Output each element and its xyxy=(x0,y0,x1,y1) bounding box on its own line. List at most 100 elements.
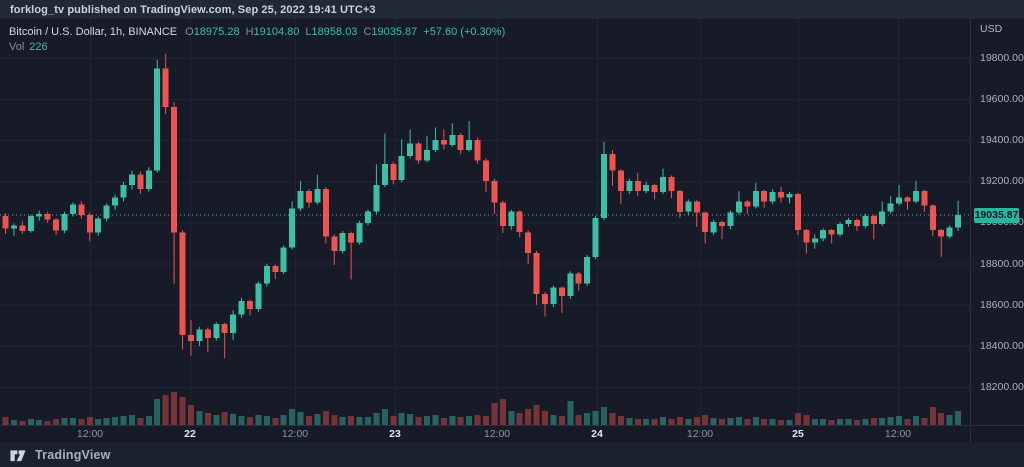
volume-bar xyxy=(145,416,152,425)
candle-body xyxy=(221,324,228,333)
volume-bar xyxy=(525,409,532,425)
candle-body xyxy=(196,329,203,342)
candle-body xyxy=(255,283,262,310)
volume-bar xyxy=(289,409,296,425)
last-price-tag: 19035.87 xyxy=(974,208,1019,224)
candle-body xyxy=(449,135,456,145)
volume-bar xyxy=(27,419,34,425)
candle-body xyxy=(634,180,641,192)
volume-bar xyxy=(204,413,211,425)
volume-bar xyxy=(179,397,186,425)
volume-bar xyxy=(221,412,228,425)
volume-bar xyxy=(735,417,742,425)
price-axis-label: 19800.00 xyxy=(980,52,1024,64)
volume-label: Vol xyxy=(9,41,25,53)
candle-body xyxy=(179,232,186,336)
candle-body xyxy=(887,203,894,212)
candle-body xyxy=(474,139,481,161)
volume-bar xyxy=(634,419,641,425)
volume-value: 226 xyxy=(29,41,48,53)
volume-bar xyxy=(676,417,683,425)
volume-bar xyxy=(921,418,928,425)
candlestick-plot[interactable] xyxy=(0,19,970,425)
volume-bar xyxy=(499,399,506,425)
candle-body xyxy=(27,216,34,231)
price-axis-label: 18600.00 xyxy=(980,298,1024,311)
volume-bar xyxy=(710,418,717,425)
volume-bar xyxy=(314,414,321,425)
candle-body xyxy=(247,300,253,310)
volume-bar xyxy=(272,418,279,425)
candle-body xyxy=(112,197,119,206)
price-change: +57.60 (+0.30%) xyxy=(423,26,506,38)
time-axis-label: 12:00 xyxy=(76,428,104,440)
candle-body xyxy=(322,189,329,237)
candle-body xyxy=(154,68,161,171)
candle-body xyxy=(828,230,835,235)
candle-body xyxy=(794,194,801,231)
candle-body xyxy=(719,222,725,227)
volume-bar xyxy=(786,420,793,425)
candle-body xyxy=(912,191,919,202)
volume-bar xyxy=(938,413,945,425)
ohlc-low: L18958.03 xyxy=(305,26,358,38)
candle-body xyxy=(862,215,869,227)
volume-bar xyxy=(247,417,253,425)
candle-body xyxy=(660,176,666,192)
volume-bar xyxy=(69,418,76,425)
candle-body xyxy=(145,170,152,190)
price-axis-label: 19200.00 xyxy=(980,175,1024,188)
volume-bar xyxy=(744,419,751,425)
candle-body xyxy=(2,216,9,229)
time-axis-label: 24 xyxy=(591,428,603,440)
volume-bar xyxy=(339,417,346,425)
candle-body xyxy=(365,211,371,223)
candle-body xyxy=(331,236,338,251)
candle-body xyxy=(533,252,540,294)
volume-bar xyxy=(424,416,430,425)
volume-bar xyxy=(230,414,237,425)
volume-bar xyxy=(95,419,102,425)
time-axis[interactable]: 12:00 22 12:00 23 12:00 24 12:00 25 12:00 xyxy=(0,425,970,443)
candle-body xyxy=(263,266,270,284)
volume-bar xyxy=(2,417,9,425)
volume-bar xyxy=(53,419,60,425)
candle-body xyxy=(424,150,430,161)
time-axis-label: 22 xyxy=(184,428,196,440)
volume-bar xyxy=(542,411,548,425)
symbol-title[interactable]: Bitcoin / U.S. Dollar, 1h, BINANCE xyxy=(9,26,178,38)
candle-body xyxy=(938,230,945,237)
candle-body xyxy=(61,214,68,231)
candle-body xyxy=(348,233,355,243)
volume-bar xyxy=(626,418,633,425)
price-axis-label: 19600.00 xyxy=(980,93,1024,106)
volume-bar xyxy=(870,418,877,425)
candle-body xyxy=(230,314,237,333)
volume-bar xyxy=(86,417,93,425)
candle-body xyxy=(491,180,498,203)
volume-bar xyxy=(238,416,245,425)
tradingview-brand-text[interactable]: TradingView xyxy=(35,448,111,462)
volume-bar xyxy=(196,411,203,425)
candle-body xyxy=(314,189,321,203)
volume-bar xyxy=(609,413,616,425)
volume-bar xyxy=(693,417,700,425)
candle-body xyxy=(727,212,734,227)
volume-bar xyxy=(533,405,540,425)
ohlc-high: H19104.80 xyxy=(245,26,300,38)
volume-bar xyxy=(887,417,894,425)
candle-body xyxy=(811,238,818,243)
candle-body xyxy=(693,201,700,213)
volume-bar xyxy=(516,413,523,425)
price-axis[interactable]: USD 19800.0019600.0019400.0019200.001900… xyxy=(970,19,1024,443)
candle-body xyxy=(171,106,178,233)
tradingview-logo-icon[interactable] xyxy=(10,449,29,462)
candle-body xyxy=(432,139,439,151)
chart-legend: Bitcoin / U.S. Dollar, 1h, BINANCE O18975… xyxy=(9,25,505,54)
candle-body xyxy=(710,222,717,233)
candle-body xyxy=(685,201,692,212)
volume-bar xyxy=(322,411,329,425)
volume-bar xyxy=(617,416,624,425)
volume-bar xyxy=(575,415,582,425)
